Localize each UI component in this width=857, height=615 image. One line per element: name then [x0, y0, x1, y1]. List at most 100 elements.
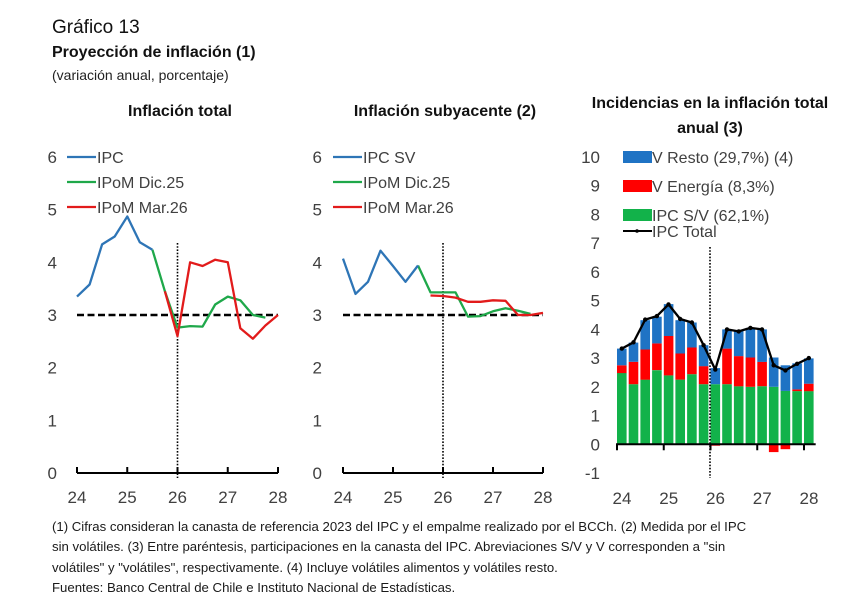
y-tick-label: 2	[591, 378, 600, 397]
bar-segment-v-energ-a-8-3-	[733, 356, 744, 387]
bar-segment-ipc-s-v-62-1-	[792, 391, 802, 445]
ipc-total-point	[736, 329, 741, 334]
y-tick-label: 4	[313, 253, 322, 272]
ipc-total-point	[771, 363, 776, 368]
ipc-total-point	[783, 368, 788, 373]
panel-title-total: Inflación total	[128, 103, 232, 120]
bar-segment-v-energ-a-8-3-	[792, 389, 802, 392]
y-tick-label: 3	[313, 306, 322, 325]
bar-segment-ipc-s-v-62-1-	[804, 391, 814, 445]
legend-label: IPoM Mar.26	[363, 200, 454, 217]
bar-segment-v-energ-a-8-3-	[663, 336, 674, 376]
y-tick-label: 4	[591, 320, 600, 339]
ipc-total-point	[724, 327, 730, 332]
ipc-total-point	[643, 317, 648, 322]
panel-title-core: Inflación subyacente (2)	[353, 103, 537, 120]
bar-segment-v-energ-a-8-3-	[768, 444, 779, 453]
bar-segment-v-resto-29-7-4-	[628, 342, 639, 362]
ipc-total-point	[619, 346, 624, 351]
bar-segment-ipc-s-v-62-1-	[768, 386, 779, 445]
bar-segment-v-energ-a-8-3-	[628, 361, 639, 385]
y-tick-label: 5	[313, 201, 322, 220]
bar-segment-v-energ-a-8-3-	[652, 343, 662, 371]
bar-segment-v-energ-a-8-3-	[745, 357, 756, 387]
bar-segment-ipc-s-v-62-1-	[710, 384, 721, 445]
ipc-total-point	[678, 316, 683, 322]
x-tick-label: 25	[384, 488, 403, 507]
bar-chart-panel-3: -1 0 1 2 3 4 5 6 7 8 9 10 24 25 26 27 28 V Resto (29,7%) …	[581, 148, 818, 508]
y-tick-label: 0	[591, 435, 600, 454]
bar-segment-v-resto-29-7-4-	[768, 357, 779, 387]
y-tick-label: 0	[313, 464, 322, 483]
y-tick-label: 1	[591, 407, 600, 426]
bar-segment-ipc-s-v-62-1-	[617, 373, 627, 445]
legend-label: V Resto (29,7%) (4)	[652, 150, 793, 167]
bar-segment-v-resto-29-7-4-	[792, 363, 802, 390]
y-tick-label: 0	[48, 464, 57, 483]
bar-segment-v-energ-a-8-3-	[640, 349, 650, 380]
legend-label: IPoM Dic.25	[363, 175, 450, 192]
y-tick-label: 5	[48, 201, 57, 220]
line-chart-panel-1: 0 1 2 3 4 5 6 24 25 26 27 28 IPC IPoM Dic.25 IPoM Mar.…	[48, 148, 288, 507]
footnotes: (1) Cifras consideran la canasta de refe…	[52, 517, 842, 598]
bar-segment-ipc-s-v-62-1-	[652, 370, 662, 445]
bar-segment-v-resto-29-7-4-	[640, 320, 650, 350]
x-tick-label: 24	[613, 489, 632, 508]
bar-segment-v-resto-29-7-4-	[687, 322, 697, 348]
x-tick-label: 27	[484, 488, 503, 507]
x-tick-label: 25	[659, 489, 678, 508]
bar-segment-ipc-s-v-62-1-	[757, 386, 767, 445]
x-tick-label: 25	[118, 488, 137, 507]
legend-label: IPoM Mar.26	[97, 200, 188, 217]
figure-subtitle: (variación anual, porcentaje)	[52, 67, 229, 83]
bar-segment-v-resto-29-7-4-	[745, 327, 756, 358]
bar-segment-v-resto-29-7-4-	[675, 320, 685, 354]
panel-title-incidences: Incidencias en la inflación total anual …	[591, 95, 829, 137]
bar-segment-ipc-s-v-62-1-	[628, 384, 639, 445]
bar-segment-ipc-s-v-62-1-	[733, 386, 744, 445]
legend-swatch	[623, 180, 652, 192]
series-line-ipom-dic-25	[151, 249, 266, 329]
y-tick-label: 7	[591, 234, 600, 253]
figure-number: Gráfico 13	[52, 17, 140, 38]
bar-segment-v-resto-29-7-4-	[780, 365, 791, 391]
bar-segment-v-resto-29-7-4-	[617, 348, 627, 366]
ipc-total-point	[748, 325, 753, 331]
bar-segment-v-resto-29-7-4-	[652, 316, 662, 344]
bar-segment-ipc-s-v-62-1-	[663, 375, 674, 445]
bar-segment-v-resto-29-7-4-	[733, 331, 744, 357]
legend-label: V Energía (8,3%)	[652, 179, 775, 196]
x-tick-label: 28	[269, 488, 288, 507]
bar-segment-v-energ-a-8-3-	[698, 366, 709, 385]
y-tick-label: 5	[591, 292, 600, 311]
ipc-total-point	[806, 355, 811, 361]
bar-segment-v-resto-29-7-4-	[710, 368, 721, 385]
x-tick-label: 27	[753, 489, 772, 508]
footnote-line: Fuentes: Banco Central de Chile e Instit…	[52, 579, 456, 595]
legend-swatch	[623, 209, 652, 221]
bar-segment-v-resto-29-7-4-	[698, 345, 709, 367]
ipc-total-point	[631, 340, 636, 345]
y-tick-label: -1	[585, 464, 600, 483]
bar-segment-v-energ-a-8-3-	[757, 361, 767, 387]
bar-segment-v-resto-29-7-4-	[722, 329, 732, 349]
legend-label: IPoM Dic.25	[97, 175, 184, 192]
y-tick-label: 9	[591, 177, 600, 196]
y-tick-label: 3	[48, 306, 57, 325]
legend-label: IPC SV	[363, 150, 416, 167]
footnote-line: sin volátiles. (3) Entre paréntesis, par…	[52, 539, 726, 555]
y-tick-label: 10	[581, 148, 600, 167]
bar-segment-ipc-s-v-62-1-	[675, 379, 685, 445]
y-tick-label: 6	[48, 148, 57, 167]
legend-swatch	[623, 151, 652, 163]
y-tick-label: 2	[48, 359, 57, 378]
bar-segment-v-energ-a-8-3-	[780, 444, 791, 450]
x-tick-label: 26	[168, 488, 187, 507]
y-tick-label: 4	[48, 253, 57, 272]
x-tick-label: 28	[800, 489, 819, 508]
x-tick-label: 26	[706, 489, 725, 508]
ipc-total-point	[701, 343, 706, 348]
bar-segment-ipc-s-v-62-1-	[780, 390, 791, 445]
bar-segment-ipc-s-v-62-1-	[687, 374, 697, 445]
